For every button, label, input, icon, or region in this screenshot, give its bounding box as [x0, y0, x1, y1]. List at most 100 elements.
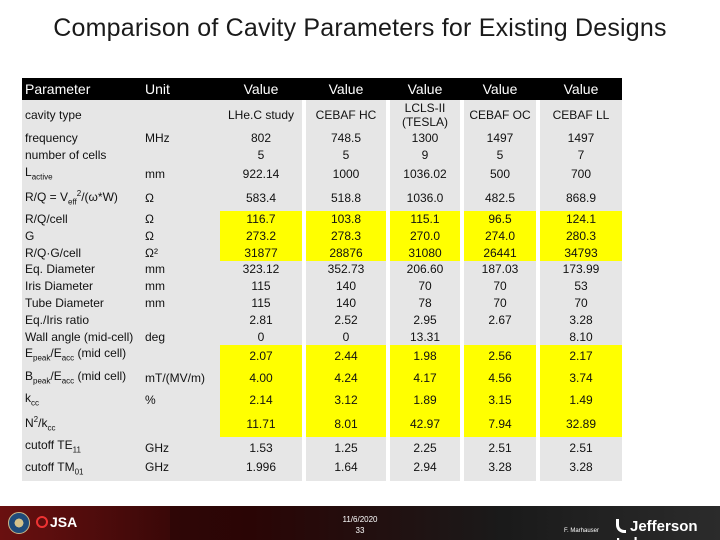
table-row: kcc% 2.14 3.12 1.89 3.15 1.49	[22, 389, 622, 412]
parameter-value: 5	[306, 146, 386, 164]
table-row: Iris Diameter mm 115 140 70 70 53	[22, 278, 622, 295]
parameter-value: 96.5	[464, 210, 536, 228]
table-row: Tube Diameter mm 115 140 78 70 70	[22, 294, 622, 312]
parameter-value: 7.94	[464, 411, 536, 438]
parameter-value: 9	[390, 146, 460, 164]
parameter-value: 13.31	[390, 328, 460, 346]
parameter-value: 1000	[306, 163, 386, 186]
parameter-value: 2.94	[390, 459, 460, 482]
parameter-value: 3.28	[540, 311, 622, 329]
parameter-unit	[142, 146, 220, 164]
parameter-name: cutoff TE11	[22, 437, 142, 460]
parameter-unit: mm	[142, 261, 220, 279]
parameter-unit: Ω	[142, 227, 220, 245]
parameter-value: 518.8	[306, 185, 386, 211]
table-row: G Ω 273.2 278.3 270.0 274.0 280.3	[22, 227, 622, 245]
footer-author: F. Marhauser	[564, 528, 600, 534]
parameter-value: 0	[220, 328, 302, 346]
parameter-value: 116.7	[220, 210, 302, 228]
footer-bar: JSA 11/6/2020 33 F. Marhauser Jefferson …	[0, 506, 720, 540]
parameter-value: 115	[220, 294, 302, 312]
parameter-unit	[142, 311, 220, 329]
parameter-value: 500	[464, 163, 536, 186]
parameter-unit: Ω	[142, 210, 220, 228]
parameter-value: 3.28	[464, 459, 536, 482]
parameter-value: 1497	[464, 130, 536, 147]
footer-logos: JSA	[0, 506, 170, 540]
parameter-unit: mm	[142, 294, 220, 312]
parameter-value: 115	[220, 278, 302, 295]
parameter-unit	[142, 411, 220, 438]
cavity-parameters-table: Parameter Unit Value Value Value Value V…	[22, 78, 622, 482]
parameter-value: 270.0	[390, 227, 460, 245]
parameter-value	[464, 328, 536, 346]
table-row: frequency MHz 802 748.5 1300 1497 1497	[22, 130, 622, 147]
cavity-type-row: cavity type LHe.C study CEBAF HC LCLS-II…	[22, 100, 622, 130]
parameter-value: 278.3	[306, 227, 386, 245]
parameter-value: 273.2	[220, 227, 302, 245]
table-row: Bpeak/Eacc (mid cell) mT/(MV/m) 4.00 4.24 4.…	[22, 367, 622, 390]
parameter-name: R/Q·G/cell	[22, 244, 142, 262]
parameter-name: G	[22, 227, 142, 245]
header-unit: Unit	[142, 78, 220, 100]
header-value: Value	[390, 78, 460, 100]
cavity-type-label: cavity type	[22, 100, 142, 130]
header-parameter: Parameter	[22, 78, 142, 100]
parameter-value: 28876	[306, 244, 386, 262]
parameter-value: 802	[220, 130, 302, 147]
design-name: CEBAF LL	[540, 100, 622, 130]
footer-date: 11/6/2020	[342, 515, 378, 524]
parameter-value: 274.0	[464, 227, 536, 245]
parameter-value: 53	[540, 278, 622, 295]
parameter-value: 323.12	[220, 261, 302, 279]
slide-title: Comparison of Cavity Parameters for Exis…	[53, 14, 667, 42]
jefferson-lab-logo: Jefferson Lab	[616, 518, 720, 540]
parameter-value: 1497	[540, 130, 622, 147]
header-value: Value	[540, 78, 622, 100]
design-name: LHe.C study	[220, 100, 302, 130]
parameter-value: 1.89	[390, 389, 460, 412]
parameter-value: 140	[306, 278, 386, 295]
parameter-unit: deg	[142, 328, 220, 346]
parameter-name: N2/kcc	[22, 411, 142, 438]
parameter-unit: mm	[142, 278, 220, 295]
parameter-value: 3.74	[540, 367, 622, 390]
parameter-name: frequency	[22, 130, 142, 147]
parameter-value: 700	[540, 163, 622, 186]
header-value: Value	[306, 78, 386, 100]
parameter-value: 2.25	[390, 437, 460, 460]
parameter-value: 2.51	[540, 437, 622, 460]
header-row: Parameter Unit Value Value Value Value V…	[22, 78, 622, 100]
table-row: R/Q·G/cell Ω² 31877 28876 31080 26441 34793	[22, 244, 622, 262]
parameter-value: 70	[464, 278, 536, 295]
parameter-value: 140	[306, 294, 386, 312]
parameter-value: 5	[464, 146, 536, 164]
design-name: LCLS-II (TESLA)	[390, 100, 460, 130]
parameter-value: 32.89	[540, 411, 622, 438]
table-row: Eq. Diameter mm 323.12 352.73 206.60 187.03 17…	[22, 261, 622, 279]
parameter-value: 922.14	[220, 163, 302, 186]
parameter-unit: GHz	[142, 437, 220, 460]
parameter-value: 2.07	[220, 345, 302, 368]
parameter-value: 2.44	[306, 345, 386, 368]
table-row: number of cells 5 5 9 5 7	[22, 146, 622, 164]
table-row: Wall angle (mid-cell) deg 0 0 13.31 8.10	[22, 328, 622, 346]
parameter-value: 2.67	[464, 311, 536, 329]
parameter-unit: mm	[142, 163, 220, 186]
table-row: cutoff TM01 GHz 1.996 1.64 2.94 3.28 3.28	[22, 459, 622, 482]
parameter-name: Tube Diameter	[22, 294, 142, 312]
parameter-value: 5	[220, 146, 302, 164]
parameter-name: cutoff TM01	[22, 459, 142, 482]
parameter-value: 280.3	[540, 227, 622, 245]
table-row: cutoff TE11 GHz 1.53 1.25 2.25 2.51 2.51	[22, 437, 622, 460]
parameter-value: 1.996	[220, 459, 302, 482]
parameter-value: 78	[390, 294, 460, 312]
parameter-value: 4.00	[220, 367, 302, 390]
parameter-unit: %	[142, 389, 220, 412]
parameter-value: 868.9	[540, 185, 622, 211]
parameter-name: Epeak/Eacc (mid cell)	[22, 345, 142, 368]
parameter-value: 206.60	[390, 261, 460, 279]
parameter-value: 0	[306, 328, 386, 346]
parameter-value: 8.10	[540, 328, 622, 346]
design-name: CEBAF HC	[306, 100, 386, 130]
